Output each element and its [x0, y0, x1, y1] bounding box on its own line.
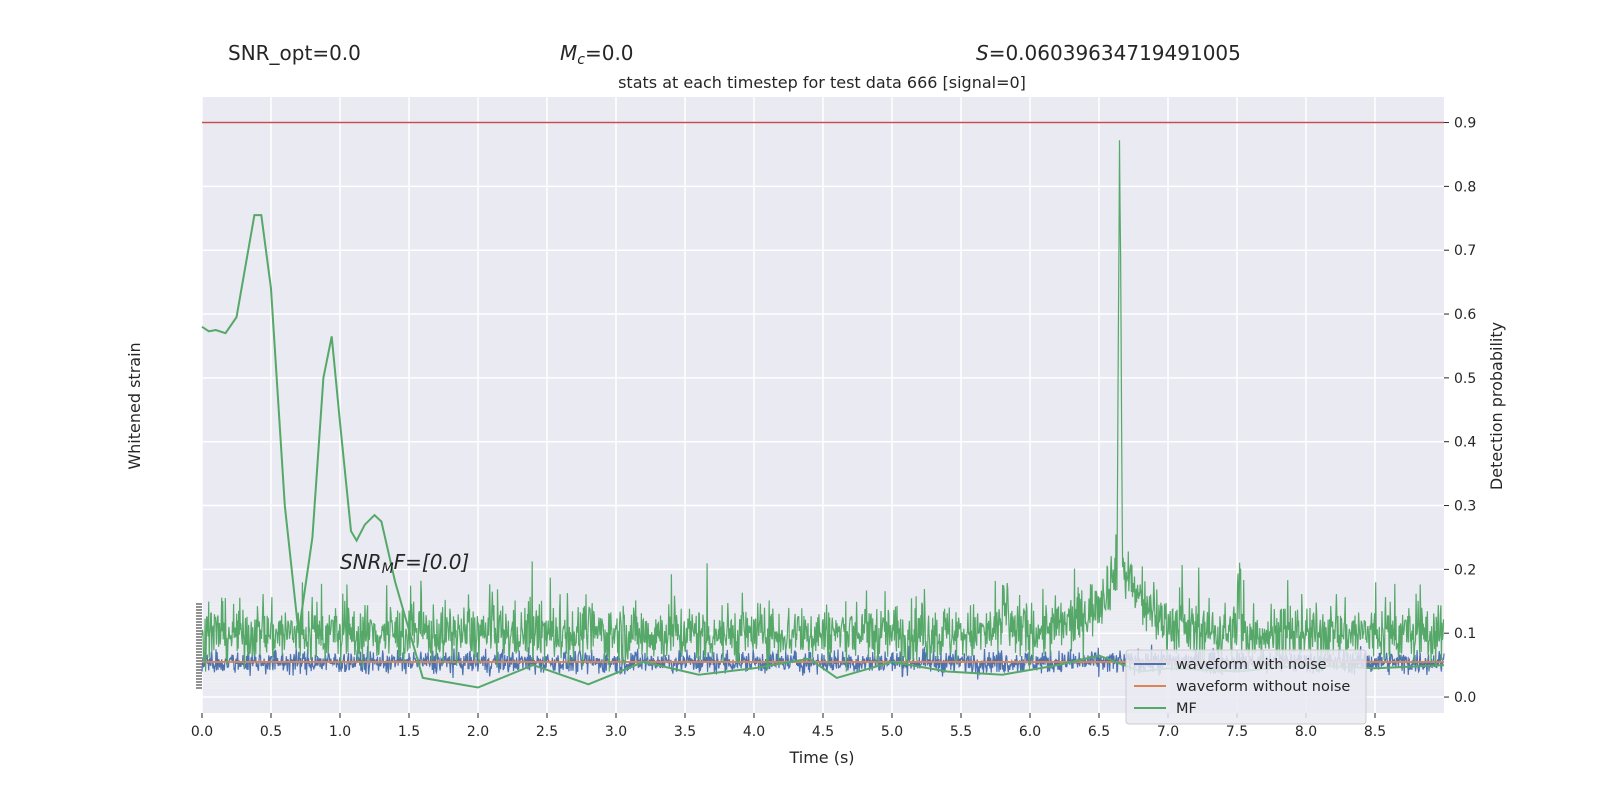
- legend-label-mf: MF: [1176, 701, 1197, 717]
- x-axis-ticks: 0.0 0.5 1.0 1.5 2.0 2.5 3.0 3.5 4.0 4.5 5.0 5.5 6.0 6…: [191, 713, 1386, 740]
- x-tick-label: 4.5: [812, 724, 834, 740]
- legend: waveform with noise waveform without noi…: [1125, 649, 1367, 725]
- x-tick-label: 3.5: [674, 724, 696, 740]
- x-tick-label: 4.0: [743, 724, 765, 740]
- y-axis-right-label: Detection probability: [1487, 322, 1506, 490]
- snr-mf-annotation: SNRMF=[0.0]: [340, 550, 469, 577]
- x-tick-label: 6.5: [1088, 724, 1110, 740]
- x-tick-label: 2.0: [467, 724, 489, 740]
- y-tick-label: 0.7: [1454, 243, 1476, 259]
- y-tick-label: 0.4: [1454, 435, 1476, 451]
- x-tick-label: 1.5: [398, 724, 420, 740]
- y-tick-label: 0.8: [1454, 179, 1476, 195]
- legend-label-with-noise: waveform with noise: [1176, 657, 1327, 673]
- left-axis-ticks: [196, 603, 202, 689]
- y-tick-label: 0.6: [1454, 307, 1476, 323]
- y-tick-label: 0.5: [1454, 371, 1476, 387]
- y-tick-label: 0.3: [1454, 499, 1476, 515]
- x-tick-label: 8.0: [1295, 724, 1317, 740]
- y-tick-label: 0.0: [1454, 690, 1476, 706]
- x-tick-label: 1.0: [329, 724, 351, 740]
- snr-opt-label: SNR_opt=0.0: [228, 41, 361, 65]
- x-tick-label: 7.0: [1157, 724, 1179, 740]
- x-axis-label: Time (s): [788, 748, 854, 767]
- x-tick-label: 2.5: [536, 724, 558, 740]
- x-tick-label: 3.0: [605, 724, 627, 740]
- y-tick-label: 0.9: [1454, 116, 1476, 132]
- chart-title: stats at each timestep for test data 666…: [618, 73, 1026, 92]
- legend-box: [1125, 649, 1367, 725]
- x-tick-label: 5.0: [881, 724, 903, 740]
- mf-smooth-line: [201, 214, 1445, 689]
- x-tick-label: 0.5: [260, 724, 282, 740]
- chirp-mass-label: Mc=0.0: [560, 41, 634, 68]
- y-axis-left-label: Whitened strain: [125, 342, 144, 469]
- mf-noisy-line: [201, 140, 1445, 672]
- x-tick-label: 7.5: [1226, 724, 1248, 740]
- y-tick-label: 0.2: [1454, 562, 1476, 578]
- legend-label-without-noise: waveform without noise: [1176, 679, 1350, 695]
- x-tick-label: 8.5: [1364, 724, 1386, 740]
- y-tick-label: 0.1: [1454, 626, 1476, 642]
- s-stat-label: S=0.06039634719491005: [976, 41, 1241, 65]
- y-axis-ticks-right: 0.0 0.1 0.2 0.3 0.4 0.5 0.6 0.7 0.8 0.9: [1444, 116, 1476, 706]
- x-tick-label: 6.0: [1019, 724, 1041, 740]
- x-tick-label: 0.0: [191, 724, 213, 740]
- x-tick-label: 5.5: [950, 724, 972, 740]
